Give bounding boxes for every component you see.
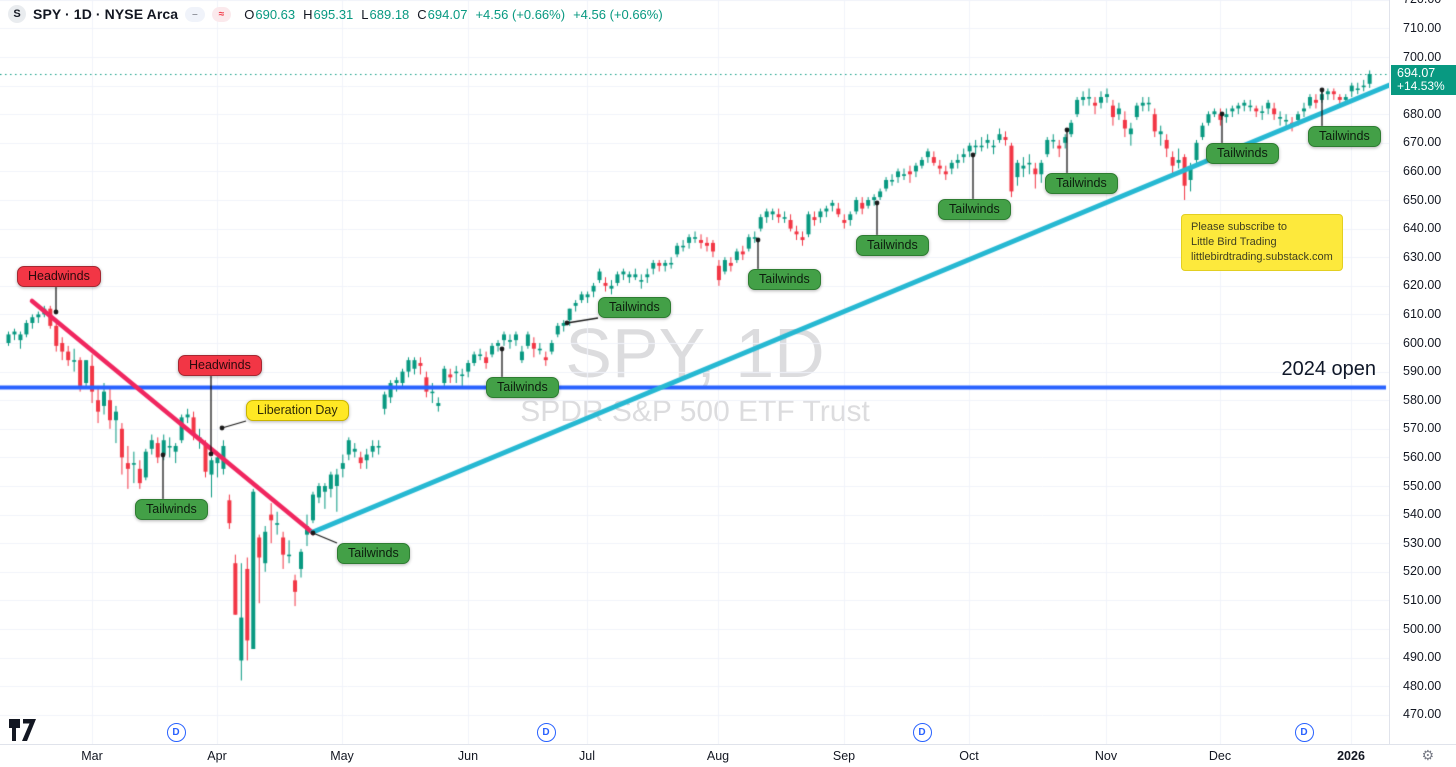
price-tick-label: 580.00	[1403, 392, 1442, 407]
price-tick-label: 560.00	[1403, 449, 1442, 464]
price-tick-label: 610.00	[1403, 306, 1442, 321]
price-tick-label: 500.00	[1403, 621, 1442, 636]
time-tick-label: Aug	[706, 749, 730, 763]
price-tick-label: 490.00	[1403, 650, 1442, 665]
note-line: littlebirdtrading.substack.com	[1191, 250, 1333, 263]
tailwinds-annotation[interactable]: Tailwinds	[748, 269, 821, 290]
low-value: 689.18	[369, 6, 410, 22]
chart-legend: S SPY · 1D · NYSE Arca – ≈ O 690.63 H 695.…	[8, 4, 663, 24]
open-value: 690.63	[255, 6, 296, 22]
market-status-pill-icon[interactable]: –	[185, 6, 205, 22]
price-tick-label: 550.00	[1403, 478, 1442, 493]
price-tick-label: 720.00	[1403, 0, 1441, 6]
price-tick-label: 510.00	[1403, 592, 1442, 607]
tailwinds-annotation[interactable]: Tailwinds	[1206, 143, 1279, 164]
liberation-day-annotation[interactable]: Liberation Day	[246, 400, 349, 421]
tailwinds-annotation[interactable]: Tailwinds	[337, 543, 410, 564]
tailwinds-annotation[interactable]: Tailwinds	[486, 377, 559, 398]
time-tick-label: Apr	[207, 749, 227, 763]
time-tick-label: Sep	[832, 749, 856, 763]
price-tick-label: 620.00	[1403, 278, 1442, 293]
high-value: 695.31	[313, 6, 354, 22]
time-tick-label: Dec	[1208, 749, 1232, 763]
price-tick-label: 710.00	[1403, 20, 1442, 35]
time-tick-label: Jul	[579, 749, 595, 763]
note-line: Please subscribe to	[1191, 221, 1287, 233]
price-tick-label: 590.00	[1403, 364, 1442, 379]
tailwinds-annotation[interactable]: Tailwinds	[938, 199, 1011, 220]
symbol-logo: S	[8, 5, 26, 23]
headwinds-annotation[interactable]: Headwinds	[178, 355, 262, 376]
last-price-tag: 694.07 +14.53%	[1391, 65, 1456, 95]
headwinds-annotation[interactable]: Headwinds	[17, 266, 101, 287]
price-tick-label: 570.00	[1403, 421, 1442, 436]
price-tick-label: 480.00	[1403, 678, 1442, 693]
open-label: O	[244, 6, 255, 22]
change-value: +4.56 (+0.66%)	[475, 6, 566, 22]
dividend-marker[interactable]: D	[536, 723, 556, 742]
time-tick-label: May	[330, 749, 354, 763]
tailwinds-annotation[interactable]: Tailwinds	[598, 297, 671, 318]
price-tick-label: 630.00	[1403, 249, 1442, 264]
subscribe-note[interactable]: Please subscribe to Little Bird Trading …	[1181, 214, 1343, 271]
price-tick-label: 600.00	[1403, 335, 1442, 350]
tailwinds-annotation[interactable]: Tailwinds	[856, 235, 929, 256]
price-tick-label: 700.00	[1403, 49, 1442, 64]
close-value: 694.07	[427, 6, 468, 22]
time-tick-label: Jun	[457, 749, 479, 763]
price-tick-label: 670.00	[1403, 135, 1442, 150]
gear-icon[interactable]: ⚙	[1421, 747, 1434, 763]
price-tick-label: 520.00	[1403, 564, 1442, 579]
time-tick-label: 2026	[1337, 749, 1365, 763]
time-tick-label: Oct	[959, 749, 979, 763]
price-tick-label: 660.00	[1403, 163, 1442, 178]
time-axis[interactable]: ⚙ Mar Apr May Jun Jul Aug Sep Oct Nov Dec 2026	[0, 744, 1456, 767]
ohlc-readout: O 690.63 H 695.31 L 689.18 C 694.07 +4.56 (+…	[244, 7, 662, 22]
tailwinds-annotation[interactable]: Tailwinds	[135, 499, 208, 520]
symbol-title[interactable]: SPY · 1D · NYSE Arca	[33, 6, 179, 22]
tradingview-logo-icon[interactable]	[9, 718, 37, 747]
price-tick-label: 530.00	[1403, 535, 1442, 550]
dividend-marker[interactable]: D	[1294, 723, 1314, 742]
tailwinds-annotation[interactable]: Tailwinds	[1308, 126, 1381, 147]
time-tick-label: Nov	[1094, 749, 1118, 763]
tailwinds-annotation[interactable]: Tailwinds	[1045, 173, 1118, 194]
high-label: H	[303, 6, 313, 22]
price-axis[interactable]: 694.07 +14.53% 720.00710.00700.00690.006…	[1389, 0, 1456, 745]
last-price-value: 694.07	[1397, 65, 1436, 80]
low-label: L	[361, 6, 369, 22]
note-line: Little Bird Trading	[1191, 235, 1277, 248]
2024-open-label: 2024 open	[1281, 358, 1376, 380]
ytd-change-value: +14.53%	[1397, 79, 1445, 94]
dividend-marker[interactable]: D	[166, 723, 186, 742]
price-tick-label: 650.00	[1403, 192, 1442, 207]
dividend-marker[interactable]: D	[912, 723, 932, 742]
market-wave-pill-icon[interactable]: ≈	[211, 6, 232, 22]
price-tick-label: 680.00	[1403, 106, 1442, 121]
price-tick-label: 540.00	[1403, 507, 1442, 522]
price-tick-label: 470.00	[1403, 707, 1442, 722]
close-label: C	[417, 6, 427, 22]
price-tick-label: 640.00	[1403, 221, 1442, 236]
extended-change-value: +4.56 (+0.66%)	[573, 6, 663, 22]
time-tick-label: Mar	[81, 749, 103, 763]
